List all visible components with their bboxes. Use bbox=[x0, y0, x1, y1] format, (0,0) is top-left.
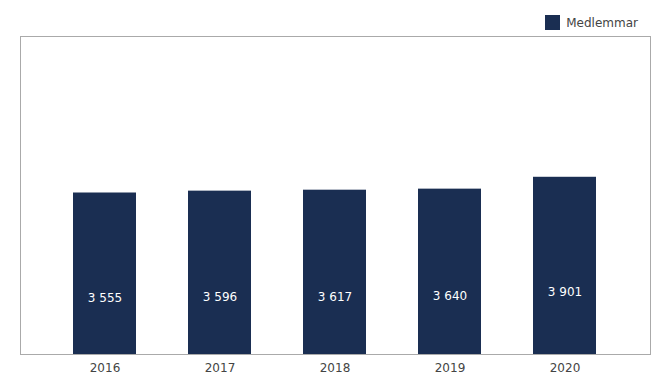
svg-text:2020: 2020 bbox=[550, 361, 581, 375]
svg-text:2017: 2017 bbox=[205, 361, 236, 375]
svg-text:2018: 2018 bbox=[320, 361, 351, 375]
svg-text:3 901: 3 901 bbox=[548, 285, 582, 299]
html-text:Medlemmar: Medlemmar bbox=[566, 15, 638, 30]
svg-text:3 617: 3 617 bbox=[318, 290, 352, 304]
svg-text:3 555: 3 555 bbox=[88, 291, 122, 305]
svg-text:2016: 2016 bbox=[90, 361, 121, 375]
svg-text:3 640: 3 640 bbox=[433, 289, 467, 303]
svg-text:2019: 2019 bbox=[435, 361, 466, 375]
svg-text:3 596: 3 596 bbox=[203, 290, 237, 304]
